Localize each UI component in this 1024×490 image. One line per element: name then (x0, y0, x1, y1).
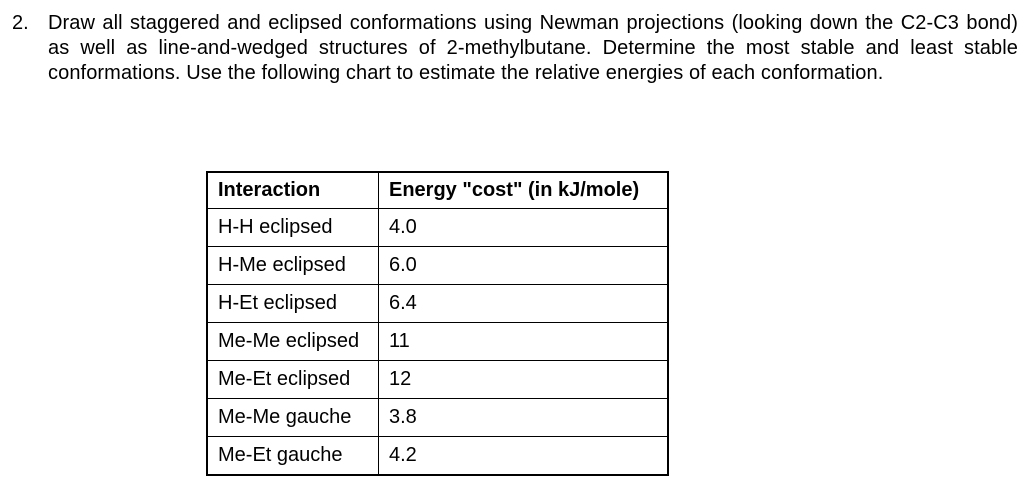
table-row: Me-Me gauche 3.8 (206, 398, 669, 437)
interaction-cell: H-H eclipsed (206, 208, 379, 247)
table-row: Me-Me eclipsed 11 (206, 322, 669, 361)
table-header-row: Interaction Energy "cost" (in kJ/mole) (206, 171, 669, 209)
header-interaction: Interaction (206, 171, 379, 209)
table-row: H-Me eclipsed 6.0 (206, 246, 669, 285)
question-block: 2. Draw all staggered and eclipsed confo… (12, 11, 1018, 86)
energy-cost-table: Interaction Energy "cost" (in kJ/mole) H… (206, 171, 669, 476)
energy-cell: 6.4 (378, 284, 669, 323)
interaction-cell: H-Et eclipsed (206, 284, 379, 323)
table-row: H-H eclipsed 4.0 (206, 208, 669, 247)
table-row: Me-Et gauche 4.2 (206, 436, 669, 476)
header-energy-cost: Energy "cost" (in kJ/mole) (378, 171, 669, 209)
question-number: 2. (12, 12, 29, 34)
energy-cell: 12 (378, 360, 669, 399)
interaction-cell: Me-Me eclipsed (206, 322, 379, 361)
interaction-cell: Me-Et eclipsed (206, 360, 379, 399)
question-text: Draw all staggered and eclipsed conforma… (48, 12, 1018, 84)
interaction-cell: H-Me eclipsed (206, 246, 379, 285)
energy-cell: 4.2 (378, 436, 669, 476)
energy-cell: 11 (378, 322, 669, 361)
energy-cell: 3.8 (378, 398, 669, 437)
table-row: Me-Et eclipsed 12 (206, 360, 669, 399)
energy-cell: 4.0 (378, 208, 669, 247)
interaction-cell: Me-Me gauche (206, 398, 379, 437)
interaction-cell: Me-Et gauche (206, 436, 379, 476)
energy-cell: 6.0 (378, 246, 669, 285)
table-row: H-Et eclipsed 6.4 (206, 284, 669, 323)
